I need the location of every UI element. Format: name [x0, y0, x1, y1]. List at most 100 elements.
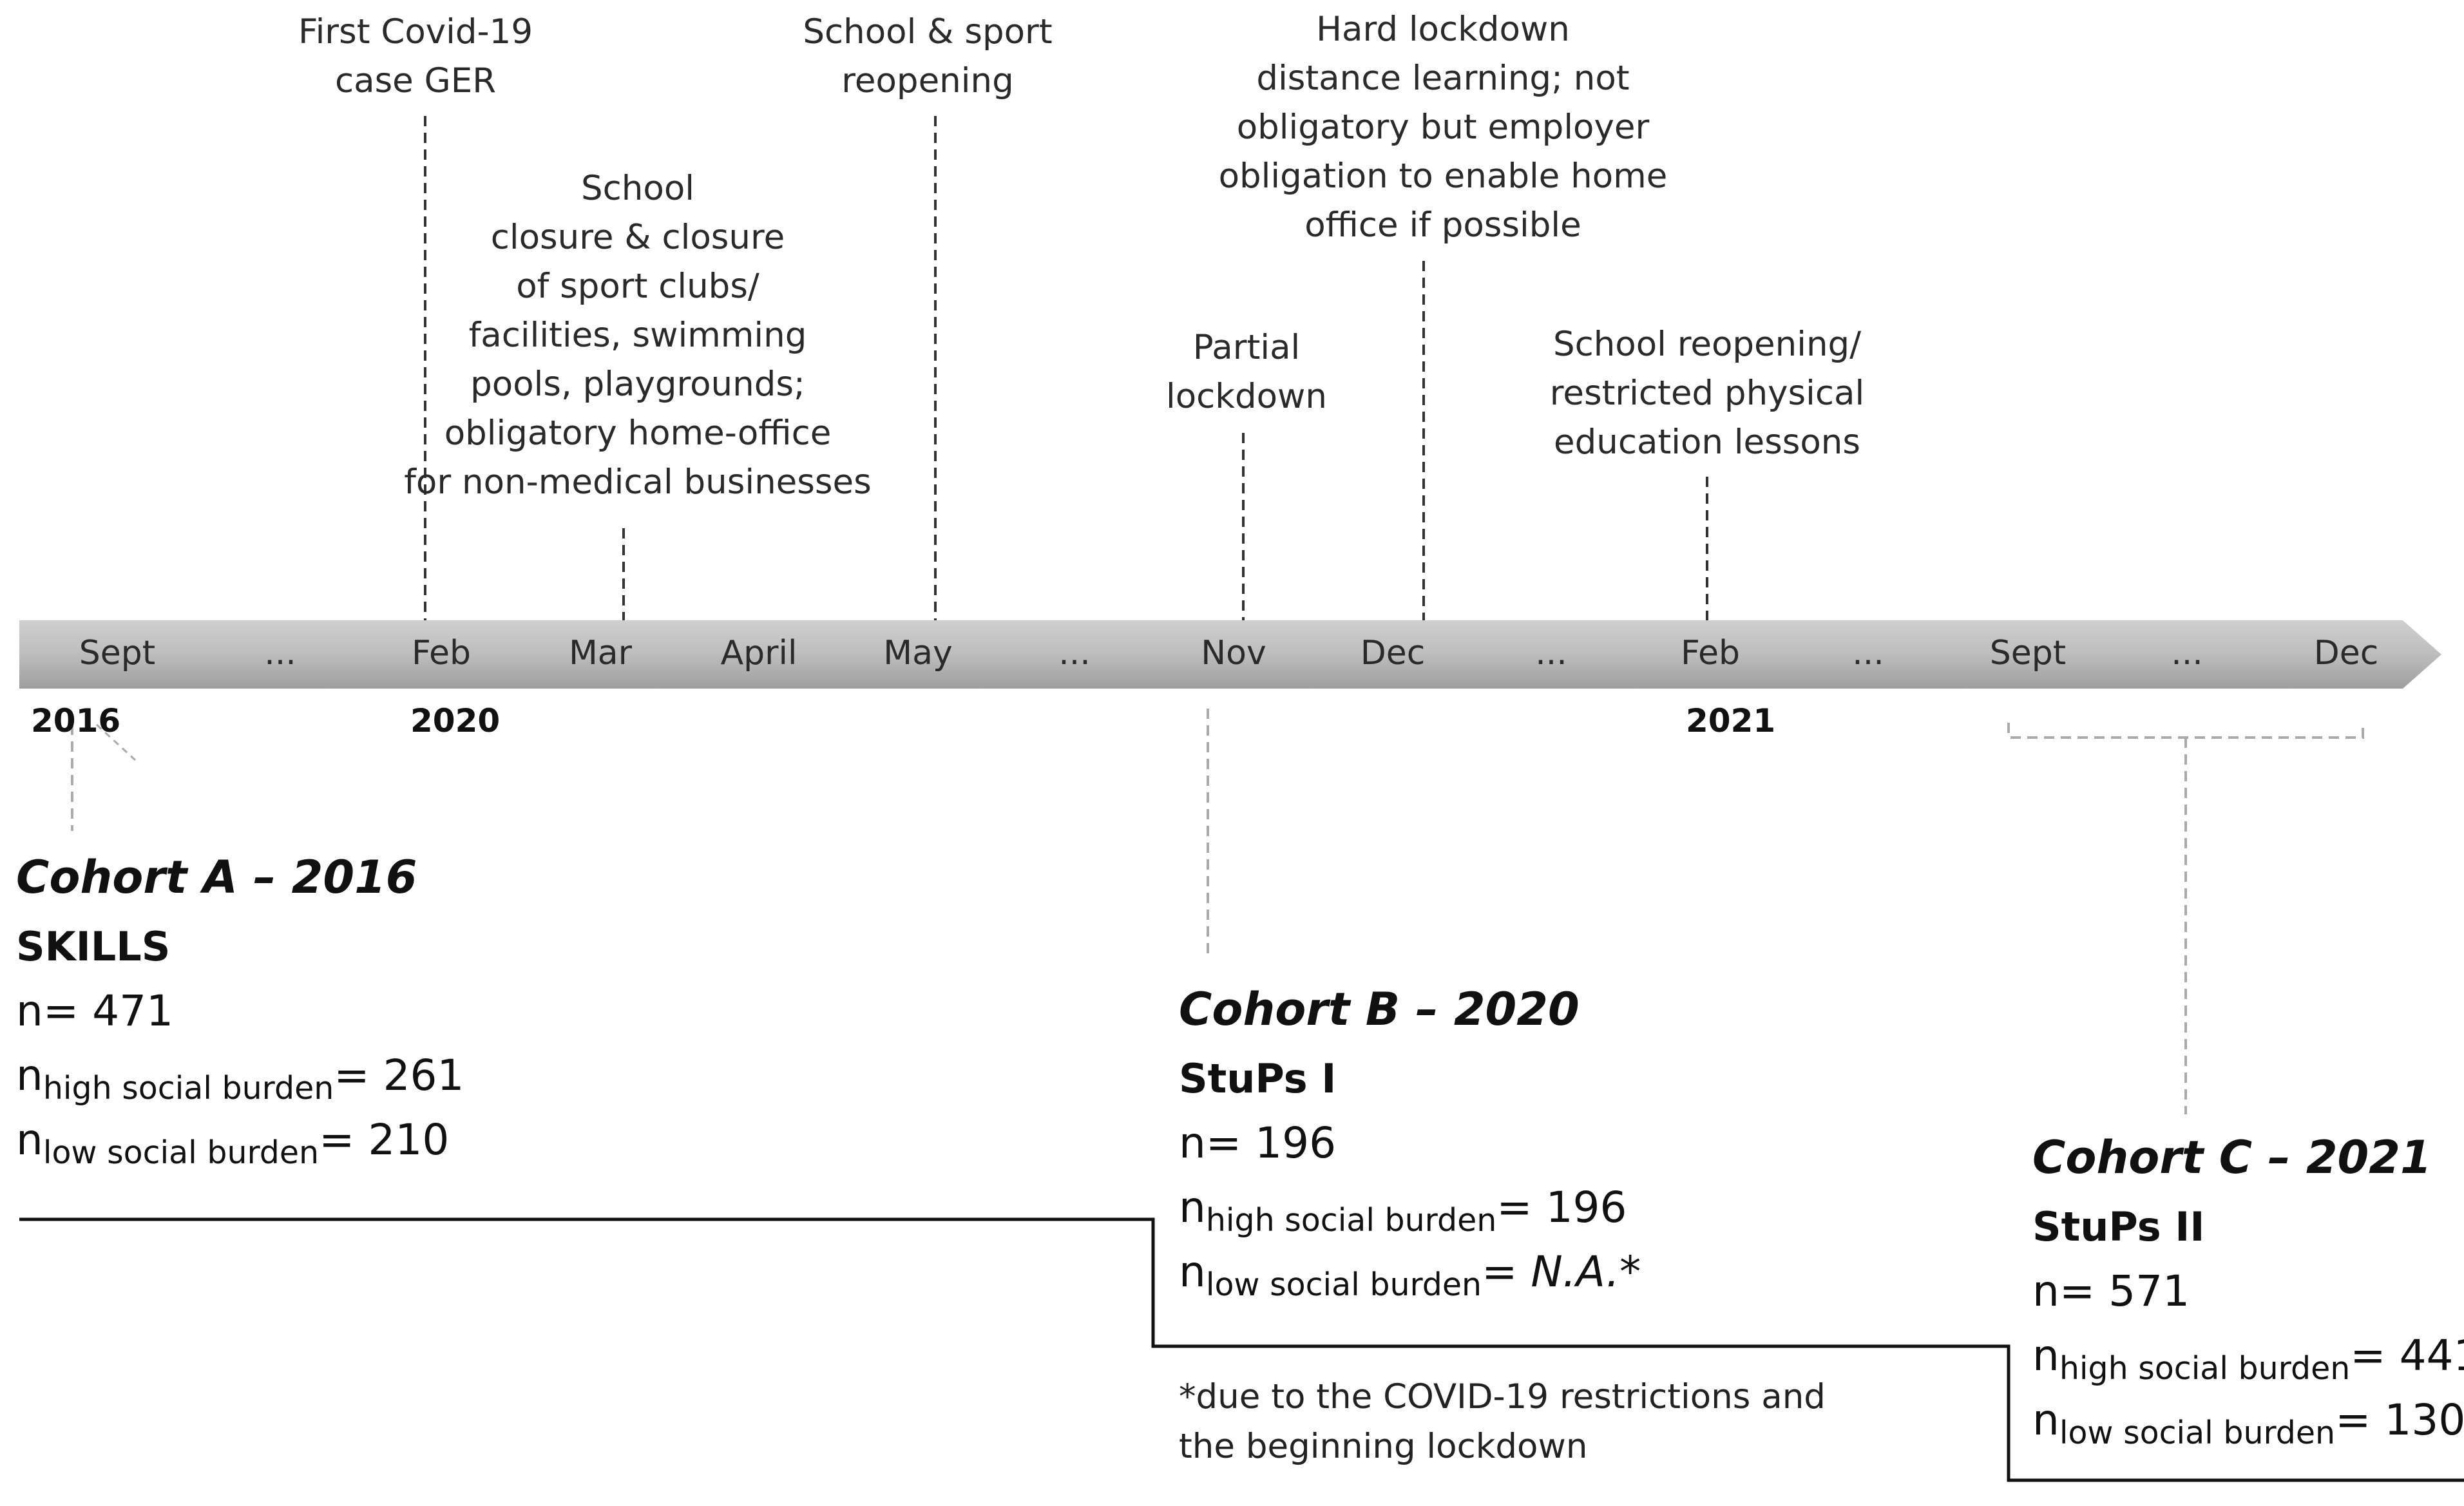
- sample-size-label: n=: [16, 986, 93, 1036]
- cohort-sample-size: n= 571: [2032, 1259, 2464, 1324]
- month-label: Nov: [1201, 634, 1266, 672]
- low-burden-subscript: low social burden: [1205, 1266, 1482, 1303]
- stat-prefix: n: [2032, 1331, 2059, 1380]
- stat-prefix: n: [2032, 1395, 2059, 1445]
- cohort-high-burden-count: nhigh social burden= 441: [2032, 1324, 2464, 1388]
- event-partial-lockdown: Partial lockdown: [1150, 323, 1343, 421]
- event-text-line: obligatory but employer: [1236, 108, 1650, 147]
- month-label: ...: [1535, 634, 1567, 672]
- event-text-line: First Covid-19: [298, 12, 533, 52]
- sample-size-value: 196: [1255, 1118, 1337, 1168]
- event-text-line: of sport clubs/: [516, 267, 759, 306]
- footnote-line: *due to the COVID-19 restrictions and: [1179, 1377, 1826, 1416]
- high-burden-subscript: high social burden: [1205, 1202, 1497, 1239]
- sample-size-value: 471: [92, 986, 174, 1036]
- month-label: Feb: [411, 634, 472, 672]
- cohort-sample-size: n= 196: [1179, 1111, 1641, 1176]
- event-text-line: School reopening/: [1552, 325, 1862, 364]
- footnote: *due to the COVID-19 restrictions and th…: [1179, 1372, 1826, 1471]
- cohort-high-burden-count: nhigh social burden= 196: [1179, 1176, 1641, 1240]
- event-school-reopening-2021: School reopening/restricted physical educ…: [1533, 320, 1881, 467]
- event-text-line: education lessons: [1553, 423, 1861, 462]
- low-burden-value: 210: [368, 1115, 450, 1165]
- high-burden-value: 196: [1545, 1183, 1627, 1232]
- event-school-closure: School closure & closure of sport clubs/fa…: [387, 164, 889, 507]
- month-label: ...: [1852, 634, 1884, 672]
- footnote-line: the beginning lockdown: [1179, 1427, 1588, 1466]
- low-burden-value: 130: [2384, 1395, 2464, 1445]
- stat-prefix: n: [1179, 1183, 1206, 1232]
- month-label: Feb: [1680, 634, 1741, 672]
- low-burden-subscript: low social burden: [2059, 1415, 2336, 1451]
- stat-equals: =: [319, 1115, 368, 1165]
- event-text-line: restricted physical: [1549, 374, 1865, 413]
- cohort-c-bracket: [2007, 723, 2364, 739]
- high-burden-subscript: high social burden: [43, 1070, 334, 1107]
- event-text-line: for non-medical businesses: [404, 462, 872, 502]
- sample-size-label: n=: [2032, 1266, 2109, 1316]
- month-label: April: [720, 634, 797, 672]
- cohort-study-name: StuPs II: [2032, 1203, 2205, 1250]
- month-label: Dec: [2313, 634, 2379, 672]
- month-label: ...: [2171, 634, 2203, 672]
- year-label: 2021: [1686, 702, 1776, 739]
- event-text-line: pools, playgrounds;: [470, 365, 805, 404]
- stat-equals: =: [1482, 1247, 1531, 1297]
- cohort-high-burden-count: nhigh social burden= 261: [16, 1044, 464, 1108]
- cohort-sample-size: n= 471: [16, 979, 464, 1044]
- cohort-title: Cohort B – 2020: [1179, 983, 1580, 1036]
- stat-prefix: n: [16, 1115, 43, 1165]
- event-text-line: obligation to enable home: [1218, 157, 1668, 196]
- year-label: 2016: [31, 702, 121, 739]
- event-text-line: facilities, swimming: [468, 316, 807, 355]
- event-text-line: School & sport: [803, 12, 1053, 52]
- event-school-reopening: School & sport reopening: [799, 8, 1056, 106]
- month-label: Sept: [79, 634, 156, 672]
- event-text-line: School: [581, 169, 694, 208]
- sample-size-label: n=: [1179, 1118, 1256, 1168]
- month-label: May: [883, 634, 953, 672]
- high-burden-value: 261: [383, 1051, 464, 1100]
- stat-prefix: n: [1179, 1247, 1206, 1297]
- event-text-line: lockdown: [1166, 377, 1327, 416]
- month-label: Dec: [1360, 634, 1426, 672]
- high-burden-value: 441: [2399, 1331, 2464, 1380]
- cohort-study-name: SKILLS: [16, 923, 171, 970]
- event-text-line: case GER: [334, 61, 497, 100]
- cohort-title: Cohort C – 2021: [2032, 1131, 2432, 1184]
- month-label: Mar: [568, 634, 633, 672]
- month-label: Sept: [1989, 634, 2067, 672]
- cohort-separator-line: [19, 1217, 2464, 1482]
- cohort-a: Cohort A – 2016 SKILLS n= 471 nhigh social …: [16, 850, 464, 1172]
- event-hard-lockdown: Hard lockdown distance learning; not oblig…: [1211, 5, 1675, 250]
- event-text-line: distance learning; not: [1256, 59, 1630, 98]
- cohort-low-burden-count: nlow social burden= N.A.*: [1179, 1240, 1641, 1304]
- cohort-low-burden-count: nlow social burden= 130: [2032, 1388, 2464, 1453]
- event-text-line: closure & closure: [490, 218, 785, 257]
- low-burden-subscript: low social burden: [43, 1134, 320, 1171]
- event-first-case: First Covid-19 case GER: [287, 8, 544, 106]
- event-text-line: Partial: [1192, 328, 1301, 367]
- sample-size-value: 571: [2108, 1266, 2190, 1316]
- cohort-a-connector-tick: [95, 723, 137, 761]
- cohort-title: Cohort A – 2016: [16, 851, 417, 904]
- event-text-line: office if possible: [1304, 205, 1581, 245]
- high-burden-subscript: high social burden: [2059, 1350, 2351, 1387]
- stat-equals: =: [334, 1051, 383, 1100]
- stat-equals: =: [1496, 1183, 1546, 1232]
- event-text-line: Hard lockdown: [1316, 10, 1570, 49]
- stat-equals: =: [2335, 1395, 2385, 1445]
- cohort-c: Cohort C – 2021 StuPs II n= 571 nhigh socia…: [2032, 1130, 2464, 1453]
- month-label: ...: [1058, 634, 1091, 672]
- stat-equals: =: [2350, 1331, 2400, 1380]
- year-label: 2020: [410, 702, 501, 739]
- stat-prefix: n: [16, 1051, 43, 1100]
- month-label: ...: [264, 634, 296, 672]
- event-text-line: obligatory home-office: [444, 414, 832, 453]
- event-text-line: reopening: [841, 61, 1014, 100]
- low-burden-value: N.A.*: [1531, 1247, 1641, 1297]
- cohort-study-name: StuPs I: [1179, 1055, 1337, 1102]
